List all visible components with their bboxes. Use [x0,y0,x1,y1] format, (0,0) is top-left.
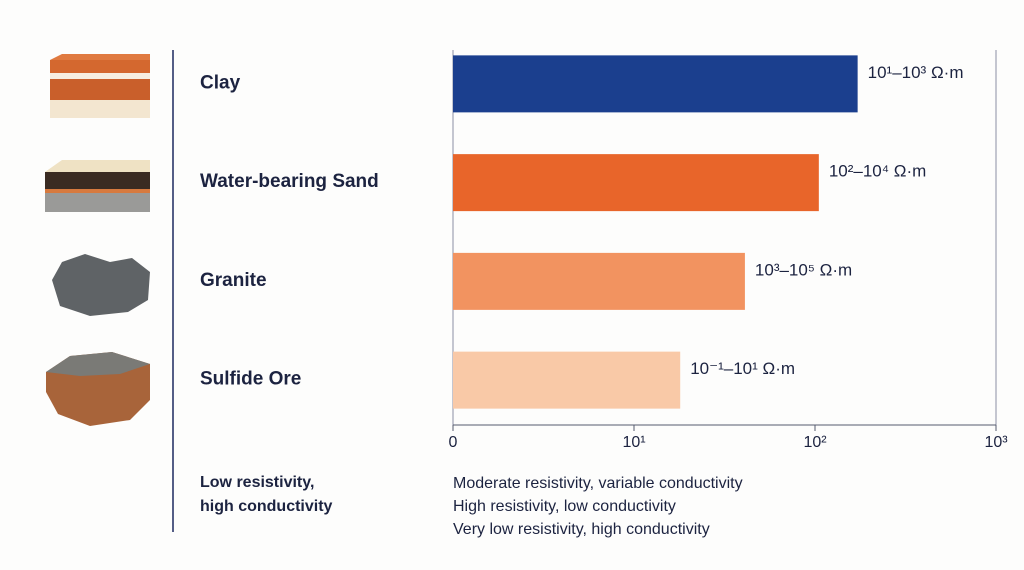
sand-icon [45,160,150,212]
x-tick-label: 10¹ [622,434,645,451]
category-label: Water-bearing Sand [200,171,379,192]
x-tick-label: 10³ [984,434,1008,451]
category-label: Clay [200,72,241,93]
x-tick-label: 0 [449,434,458,451]
bar [453,351,681,409]
granite-icon [52,254,150,316]
value-label: 10⁻¹–10¹ Ω·m [690,359,795,378]
clay-icon [50,54,150,118]
value-label: 10²–10⁴ Ω·m [829,162,927,181]
category-label: Granite [200,270,267,291]
bar [453,252,745,310]
bar [453,55,858,113]
note: Very low resistivity, high conductivity [453,521,710,538]
value-label: 10³–10⁵ Ω·m [755,260,852,279]
left-note: high conductivity [200,498,333,515]
x-tick-label: 10² [803,434,827,451]
ore-icon-top [46,352,150,376]
note: High resistivity, low conductivity [453,498,676,515]
value-label: 10¹–10³ Ω·m [868,63,964,82]
note: Moderate resistivity, variable conductiv… [453,475,743,492]
left-note: Low resistivity, [200,474,314,491]
bar [453,154,819,212]
category-label: Sulfide Ore [200,369,301,390]
